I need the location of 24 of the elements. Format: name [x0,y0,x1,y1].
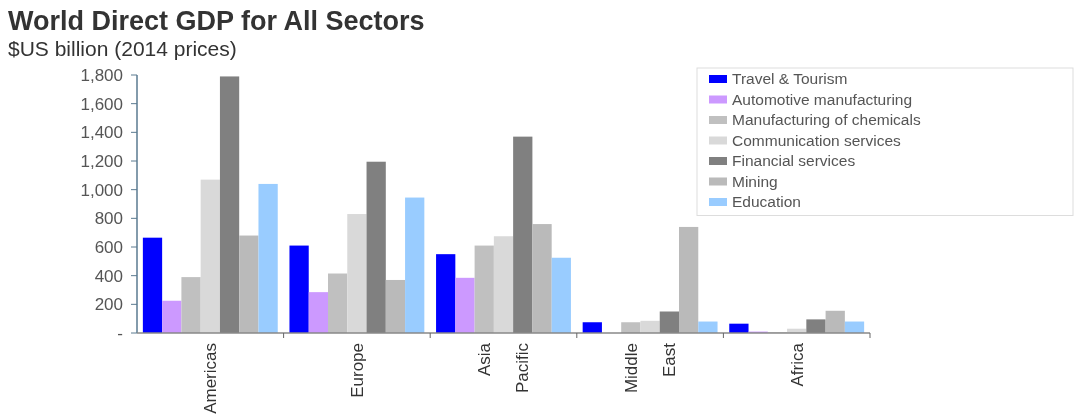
x-tick-label: Asia Pacific [475,342,533,394]
y-tick-label: 600 [94,237,123,257]
x-tick-label: Middle East [622,342,680,394]
y-tick-label: - [117,323,123,343]
chart-title: World Direct GDP for All Sectors [8,6,425,36]
x-tick-label: Europe [347,343,367,398]
legend-label: Mining [732,172,778,190]
y-tick-label: 800 [94,209,123,229]
legend-label: Travel & Tourism [732,70,848,88]
x-tick-label: Africa [787,342,807,387]
y-tick-label: 1,800 [80,65,123,85]
y-tick-label: 200 [94,295,123,315]
chart-subtitle: $US billion (2014 prices) [8,37,237,60]
y-tick-label: 1,000 [80,180,123,200]
legend-label: Manufacturing of chemicals [732,111,921,129]
y-tick-label: 1,600 [80,94,123,114]
y-tick-label: 1,200 [80,151,123,171]
legend-label: Education [732,193,801,211]
legend-label: Financial services [732,152,856,170]
legend-label: Communication services [732,131,902,149]
legend-label: Automotive manufacturing [732,90,913,108]
y-tick-label: 1,400 [80,123,123,143]
y-tick-label: 400 [94,266,123,286]
x-tick-label: Americas [201,343,221,414]
